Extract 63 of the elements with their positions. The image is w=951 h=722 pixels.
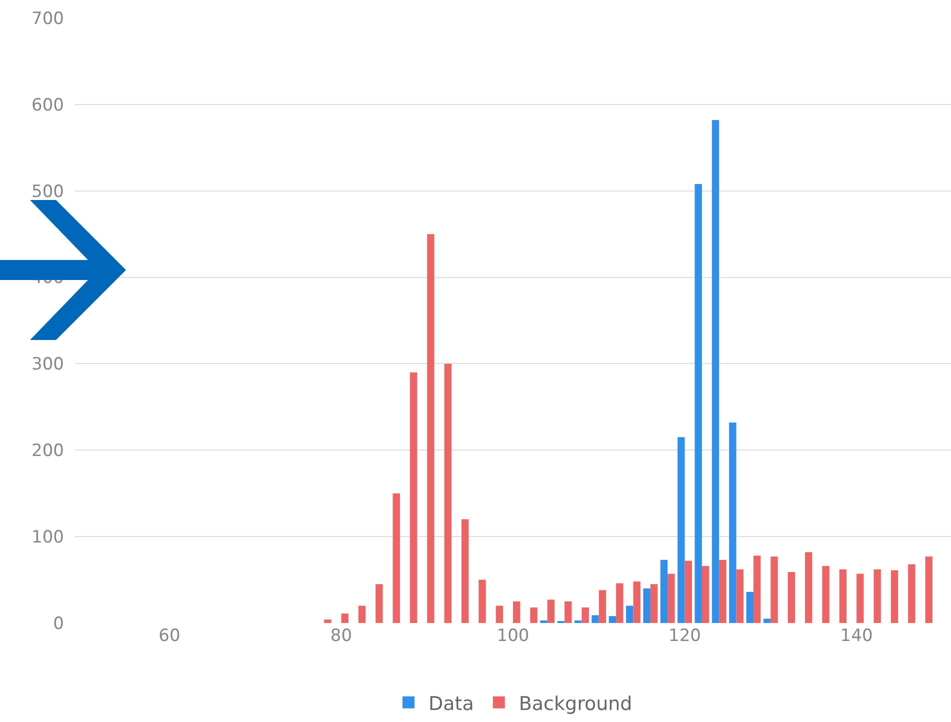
bar [540, 620, 548, 623]
bar [668, 574, 675, 623]
y-tick-label: 500 [32, 182, 64, 202]
bar [513, 601, 520, 623]
bar [592, 615, 599, 623]
bar [341, 613, 348, 623]
bar [410, 372, 418, 623]
x-tick-label: 80 [330, 626, 352, 646]
bar [788, 572, 796, 623]
bar [616, 583, 624, 623]
x-tick-label: 120 [668, 626, 701, 646]
bar [547, 600, 555, 623]
bar [874, 569, 881, 623]
bar [324, 620, 332, 623]
bar [574, 620, 582, 623]
bar [736, 569, 744, 623]
bar [358, 606, 366, 623]
bar [608, 616, 616, 623]
bar [530, 607, 538, 623]
bar [694, 184, 702, 623]
bar [805, 552, 812, 623]
y-tick-label: 100 [32, 528, 64, 548]
bar [702, 566, 710, 623]
x-tick-label: 140 [840, 626, 873, 646]
y-tick-label: 600 [32, 95, 64, 116]
bar [729, 422, 736, 623]
bar [626, 606, 634, 623]
bar [478, 580, 486, 623]
bar [684, 560, 692, 623]
bar [643, 588, 650, 623]
bar [925, 556, 932, 623]
bar [763, 618, 771, 623]
bar [660, 560, 668, 623]
bar [712, 120, 720, 623]
bar [461, 519, 469, 623]
bar [650, 584, 658, 623]
bar [856, 574, 864, 623]
bar [582, 607, 589, 623]
y-tick-label: 0 [53, 614, 64, 634]
x-tick-label: 60 [158, 626, 180, 646]
bar [444, 364, 452, 623]
bar [376, 584, 383, 623]
x-tick-label: 100 [496, 626, 530, 646]
bar [392, 493, 400, 623]
legend-label: Data [428, 692, 474, 715]
bar [633, 582, 640, 623]
bar [719, 560, 726, 623]
bar [746, 592, 754, 623]
bar [427, 234, 434, 623]
bar [908, 564, 916, 623]
bar [822, 566, 830, 623]
y-tick-label: 300 [32, 354, 64, 375]
y-tick-label: 700 [32, 8, 64, 29]
bar [678, 437, 685, 623]
y-tick-label: 200 [32, 441, 64, 462]
bar [839, 569, 847, 623]
bar [890, 570, 898, 623]
bar [598, 590, 606, 623]
bar [770, 556, 778, 623]
bar [496, 606, 504, 623]
bar [564, 601, 572, 623]
bar [753, 556, 761, 623]
legend-label: Background [518, 692, 632, 715]
